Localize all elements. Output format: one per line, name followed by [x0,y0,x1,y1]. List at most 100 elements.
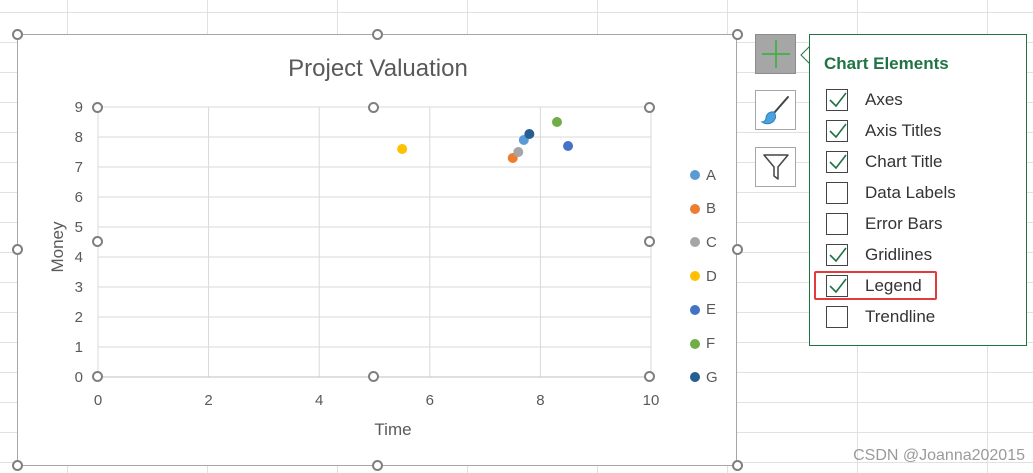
legend-label: G [706,368,718,386]
y-tick-label: 8 [75,129,83,146]
y-tick-label: 3 [75,279,83,296]
chart-resize-handle-left[interactable] [12,244,23,255]
plot-resize-handle-top-right[interactable] [644,102,655,113]
data-point-c[interactable] [513,147,524,157]
checkbox-axis-titles[interactable] [826,120,848,142]
legend-label: B [706,200,717,218]
checkbox-trendline[interactable] [826,306,848,328]
checkbox-data-labels[interactable] [826,182,848,204]
chart-resize-handle-top-right[interactable] [732,29,743,40]
legend-item-e[interactable]: E [690,300,716,320]
x-axis-title[interactable]: Time [374,420,412,439]
legend-item-a[interactable]: A [690,165,716,185]
option-axes[interactable]: Axes [826,87,903,113]
legend-label: A [706,166,717,184]
y-tick-label: 0 [75,369,83,386]
y-tick-label: 1 [75,339,83,356]
plot-resize-handle-bottom[interactable] [368,371,379,382]
legend-label: E [706,301,717,319]
chart-elements-panel: Chart Elements Axes Axis Titles Chart Titl… [809,34,1027,346]
legend-marker [690,338,700,349]
watermark-text: CSDN @Joanna202015 [853,447,1025,464]
legend-highlight-annotation [814,271,937,300]
checkmark-icon [829,278,847,294]
checkmark-icon [829,92,847,108]
y-tick-label: 4 [75,249,83,266]
option-label: Legend [865,276,922,295]
option-label: Chart Title [865,152,943,171]
chart-resize-handle-top-left[interactable] [12,29,23,40]
option-data-labels[interactable]: Data Labels [826,180,956,206]
x-tick-label: 4 [315,392,323,409]
x-tick-label: 0 [94,392,102,409]
legend-label: C [706,233,717,251]
chart-resize-handle-right[interactable] [732,244,743,255]
option-label: Error Bars [865,214,943,233]
panel-pointer [800,46,810,64]
panel-title: Chart Elements [824,54,949,73]
legend-marker [690,304,700,315]
option-chart-title[interactable]: Chart Title [826,149,942,175]
plot-resize-handle-bottom-left[interactable] [92,371,103,382]
legend-item-b[interactable]: B [690,199,716,219]
checkbox-chart-title[interactable] [826,151,848,173]
plot-area[interactable]: 0 1 2 3 4 5 6 7 8 9 0 2 4 6 8 10 [18,35,738,467]
legend-item-c[interactable]: C [690,232,717,252]
chart-elements-button[interactable] [755,34,796,74]
chart-resize-handle-bottom[interactable] [372,460,383,471]
data-point-g[interactable] [524,129,535,139]
checkbox-gridlines[interactable] [826,244,848,266]
plot-resize-handle-right[interactable] [644,236,655,247]
plot-resize-handle-top-left[interactable] [92,102,103,113]
option-label: Trendline [865,307,936,326]
data-point-e[interactable] [563,141,574,151]
plot-resize-handle-left[interactable] [92,236,103,247]
legend-item-g[interactable]: G [690,367,718,387]
legend-marker [690,372,700,383]
x-tick-label: 8 [536,392,544,409]
legend-marker [690,237,700,248]
y-tick-label: 7 [75,159,83,176]
option-label: Gridlines [865,245,933,264]
option-label: Data Labels [865,183,956,202]
option-legend[interactable]: Legend [826,273,922,299]
filter-icon [762,154,789,180]
checkbox-axes[interactable] [826,89,848,111]
option-label: Axes [865,90,903,109]
chart-resize-handle-bottom-left[interactable] [12,460,23,471]
chart-styles-button[interactable] [755,90,796,130]
y-tick-label: 2 [75,309,83,326]
option-trendline[interactable]: Trendline [826,304,935,330]
legend-item-d[interactable]: D [690,266,717,286]
checkmark-icon [829,123,847,139]
data-point-f[interactable] [551,117,562,127]
option-label: Axis Titles [865,121,942,140]
chart-title[interactable]: Project Valuation [288,55,468,82]
legend-marker [690,271,700,282]
plot-resize-handle-top[interactable] [368,102,379,113]
x-tick-label: 10 [643,392,660,409]
legend-label: D [706,267,717,285]
plot-resize-handle-bottom-right[interactable] [644,371,655,382]
option-error-bars[interactable]: Error Bars [826,211,942,237]
checkmark-icon [829,247,847,263]
chart-resize-handle-top[interactable] [372,29,383,40]
option-gridlines[interactable]: Gridlines [826,242,932,268]
chart-filters-button[interactable] [755,147,796,187]
legend-item-f[interactable]: F [690,334,715,354]
checkbox-error-bars[interactable] [826,213,848,235]
checkbox-legend[interactable] [826,275,848,297]
x-tick-label: 6 [426,392,434,409]
y-tick-label: 9 [75,99,83,116]
paintbrush-icon [759,96,789,125]
y-tick-label: 6 [75,189,83,206]
legend-marker [690,203,700,214]
checkmark-icon [829,154,847,170]
y-tick-label: 5 [75,219,83,236]
plus-icon [761,40,790,68]
data-point-d[interactable] [397,144,408,154]
legend-marker [690,170,700,180]
chart-resize-handle-bottom-right[interactable] [732,460,743,471]
option-axis-titles[interactable]: Axis Titles [826,118,942,144]
